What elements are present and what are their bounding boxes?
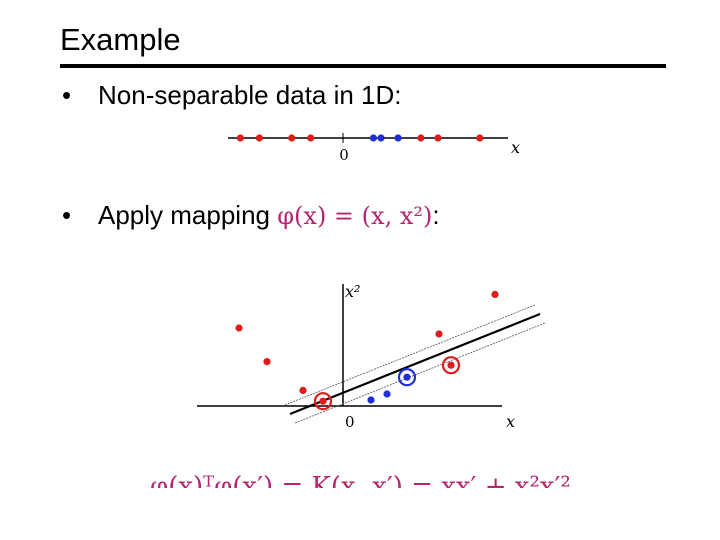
bullet-text: Apply mapping (98, 200, 278, 230)
positive-support-ring (441, 356, 461, 375)
negative-point (369, 134, 377, 142)
mapped-2d-plot: 0 x x² (197, 282, 546, 431)
positive-point (447, 361, 455, 369)
negative-point (394, 134, 402, 142)
positive-point (288, 134, 296, 142)
slide-title: Example (60, 22, 181, 57)
mapped-points (235, 290, 499, 411)
negative-point (377, 134, 385, 142)
positive-point (491, 290, 499, 298)
partial-kernel-text: φ(x)ᵀφ(x′) = K(x, x′) = xx′ + x²x′² (150, 472, 571, 488)
negative-point (403, 373, 411, 381)
origin-label-2d: 0 (345, 413, 355, 431)
bullet-suffix: : (432, 200, 440, 230)
y-axis-label-2d: x² (345, 282, 360, 301)
bullet-text: Non-separable data in 1D: (98, 80, 402, 110)
positive-point (476, 134, 484, 142)
positive-point (235, 324, 243, 332)
bullet-text-group: Apply mapping φ(x) = (x, x²): (98, 199, 440, 232)
number-line-points (236, 134, 484, 142)
mapping-formula: φ(x) = (x, x²) (277, 202, 433, 230)
negative-point (367, 396, 375, 404)
negative-point (383, 390, 391, 398)
positive-point (434, 134, 442, 142)
x-axis-label-2d: x (506, 412, 515, 431)
positive-point (263, 358, 271, 366)
margin-line-upper (284, 304, 536, 406)
positive-point (435, 330, 443, 338)
positive-point (299, 386, 307, 394)
positive-point (307, 134, 315, 142)
x-axis-label: x (511, 138, 520, 157)
separating-line (289, 312, 541, 416)
negative-support-ring (397, 368, 417, 387)
title-underline (60, 64, 666, 68)
positive-support-ring (313, 392, 333, 411)
positive-point (417, 134, 425, 142)
origin-label: 0 (339, 146, 349, 164)
margin-line-lower (294, 322, 546, 424)
positive-point (319, 397, 327, 405)
positive-point (255, 134, 263, 142)
bullet-marker: • (62, 200, 72, 230)
bullet-marker: • (62, 80, 72, 110)
partial-kernel-formula: φ(x)ᵀφ(x′) = K(x, x′) = xx′ + x²x′² (150, 472, 600, 488)
positive-point (236, 134, 244, 142)
number-line-plot: 0 x (228, 133, 520, 164)
